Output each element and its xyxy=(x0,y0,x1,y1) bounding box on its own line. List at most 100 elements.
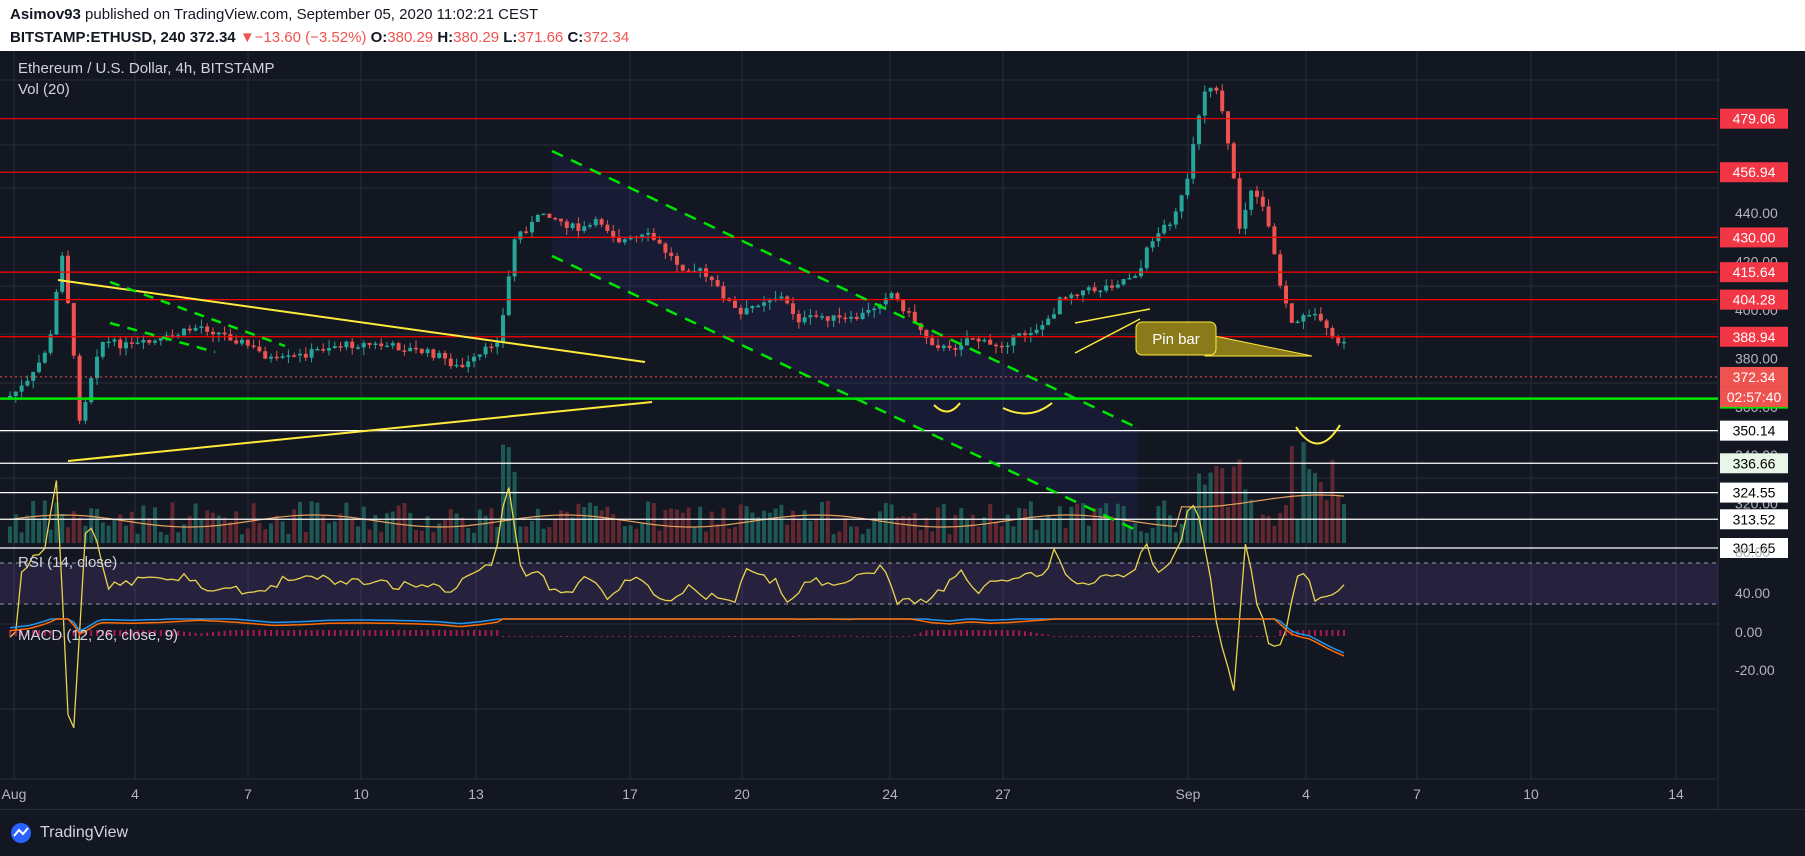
chart-canvas[interactable]: Pin bar 440.00420.00400.00380.00360.0034… xyxy=(0,51,1805,809)
candle-body xyxy=(651,232,656,240)
macd-hist-bar xyxy=(322,630,325,636)
volume-bar xyxy=(849,526,853,543)
candle-body xyxy=(1307,315,1312,317)
volume-bar xyxy=(553,518,558,543)
macd-hist-bar xyxy=(1273,636,1276,637)
volume-bar xyxy=(222,517,227,543)
macd-hist-bar xyxy=(1041,633,1044,636)
candle-body xyxy=(1255,190,1259,197)
macd-hist-bar xyxy=(90,630,93,636)
macd-hist-bar xyxy=(919,632,922,636)
macd-hist-bar xyxy=(1285,630,1287,636)
volume-bar xyxy=(454,513,459,543)
macd-hist-bar xyxy=(270,630,272,636)
candle-body xyxy=(1017,333,1022,336)
candle-body xyxy=(1208,87,1213,92)
chart-area[interactable]: Pin bar 440.00420.00400.00380.00360.0034… xyxy=(0,51,1805,809)
time-tick: Sep xyxy=(1176,786,1201,802)
macd-hist-bar xyxy=(577,636,580,637)
pin-bar-callout[interactable] xyxy=(1135,321,1313,357)
candle-body xyxy=(802,317,807,323)
volume-bar xyxy=(106,525,111,543)
volume-bar xyxy=(483,515,488,543)
volume-bar xyxy=(593,505,598,543)
macd-hist-bar xyxy=(774,636,777,637)
author-name[interactable]: Asimov93 xyxy=(10,6,81,23)
macd-hist-bar xyxy=(72,630,75,636)
macd-hist-bar xyxy=(1058,636,1061,637)
price-tick: 380.00 xyxy=(1735,350,1778,366)
macd-hist-bar xyxy=(896,636,899,637)
candle-body xyxy=(408,347,413,352)
volume-bar xyxy=(338,513,343,543)
candle-body xyxy=(1243,209,1248,229)
volume-bar xyxy=(303,531,308,543)
candle-body xyxy=(187,328,192,331)
candle-body xyxy=(205,326,210,332)
macd-hist-bar xyxy=(507,636,510,637)
macd-hist-bar xyxy=(995,630,997,636)
time-tick: 4 xyxy=(1302,786,1310,802)
macd-hist-bar xyxy=(647,636,649,637)
macd-hist-bar xyxy=(49,630,52,636)
candle-body xyxy=(257,346,262,352)
candle-body xyxy=(234,340,239,344)
macd-hist-bar xyxy=(1244,636,1247,637)
macd-hist-bar xyxy=(148,630,151,636)
candle-body xyxy=(1202,91,1207,116)
macd-hist-bar xyxy=(600,636,603,637)
volume-bar xyxy=(651,503,656,543)
price-badge xyxy=(1720,289,1788,310)
chart-title: Ethereum / U.S. Dollar, 4h, BITSTAMP xyxy=(18,60,274,77)
macd-hist-bar xyxy=(84,630,87,636)
volume-legend: Vol (20) xyxy=(18,81,70,98)
price-change: ▼ xyxy=(239,29,255,46)
volume-bar xyxy=(182,524,186,543)
symbol-ohlc-line: BITSTAMP:ETHUSD, 240 372.34 ▼−13.60 (−3.… xyxy=(10,29,629,46)
macd-hist-bar xyxy=(1134,636,1137,637)
volume-bar xyxy=(344,502,349,543)
volume-bar xyxy=(802,510,807,543)
macd-hist-bar xyxy=(154,630,156,636)
macd-hist-bar xyxy=(513,636,516,637)
candle-body xyxy=(1127,277,1132,280)
macd-hist-bar xyxy=(1261,636,1264,637)
macd-hist-bar xyxy=(67,636,69,637)
macd-hist-bar xyxy=(525,636,528,637)
macd-hist-bar xyxy=(618,636,620,637)
candle-body xyxy=(1034,329,1039,334)
candle-body xyxy=(657,239,662,244)
volume-bar xyxy=(808,520,813,543)
macd-hist-bar xyxy=(565,636,568,637)
candle-body xyxy=(176,335,181,337)
volume-bar xyxy=(135,533,140,543)
candle-body xyxy=(1150,241,1155,248)
macd-hist-bar xyxy=(1290,630,1293,636)
macd-hist-bar xyxy=(374,630,377,636)
volume-bar xyxy=(1098,507,1103,543)
candle-body xyxy=(1046,318,1051,326)
macd-hist-bar xyxy=(531,636,533,637)
macd-hist-bar xyxy=(107,630,110,636)
macd-hist-bar xyxy=(357,630,359,636)
volume-bar xyxy=(158,531,163,543)
candle-body xyxy=(147,339,152,343)
candle-body xyxy=(350,341,355,348)
candle-body xyxy=(1092,287,1097,292)
candle-body xyxy=(1023,333,1027,336)
macd-hist-bar xyxy=(368,630,371,636)
macd-hist-bar xyxy=(902,636,905,637)
volume-bar xyxy=(605,506,610,543)
macd-hist-bar xyxy=(223,630,226,636)
macd-hist-bar xyxy=(1174,636,1177,637)
candle-body xyxy=(1081,290,1085,296)
candle-body xyxy=(1052,314,1056,319)
candle-body xyxy=(837,315,842,318)
candle-body xyxy=(112,339,117,342)
macd-hist-bar xyxy=(664,636,667,637)
macd-hist-bar xyxy=(971,630,974,636)
price-badge xyxy=(1720,227,1788,248)
candle-body xyxy=(419,348,424,354)
time-axis[interactable]: Aug 4 7 10 13 17 20 24 27 Sep 4 7 10 14 xyxy=(2,786,1684,802)
tradingview-logo[interactable]: TradingView xyxy=(10,822,128,844)
